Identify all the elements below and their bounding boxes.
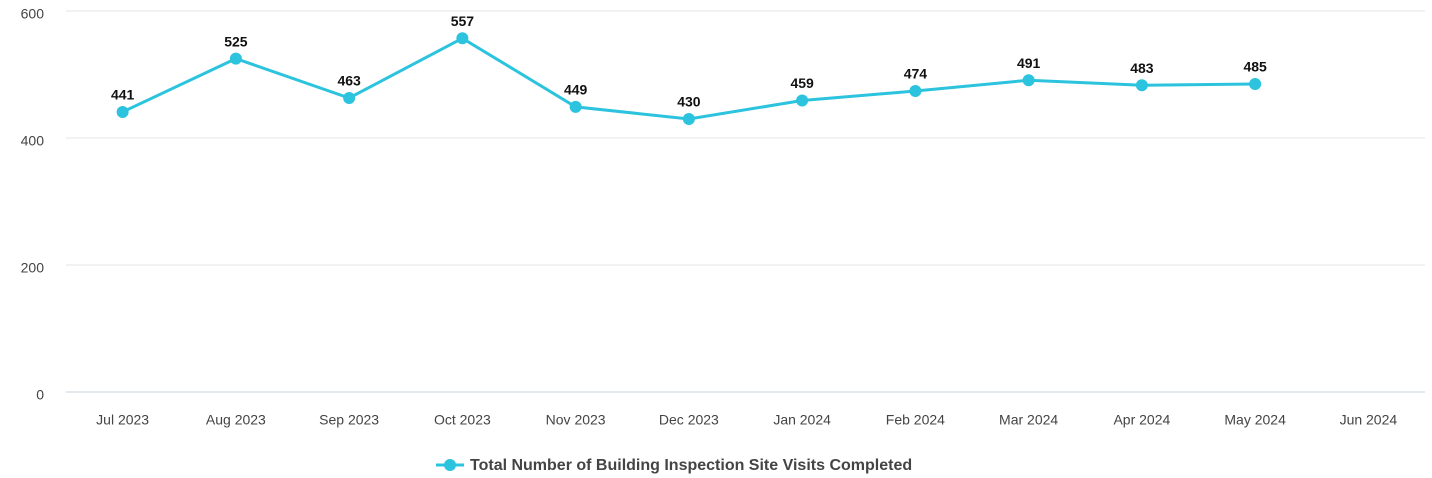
data-point xyxy=(343,91,356,104)
data-point xyxy=(1022,74,1035,87)
data-point xyxy=(1135,79,1148,92)
x-tick-label: Dec 2023 xyxy=(659,412,719,428)
data-label: 430 xyxy=(677,94,701,110)
data-point xyxy=(682,112,695,125)
x-tick-label: Oct 2023 xyxy=(434,412,491,428)
y-tick-label: 600 xyxy=(21,6,45,22)
data-label: 485 xyxy=(1243,59,1267,75)
data-point xyxy=(909,85,922,98)
data-label: 441 xyxy=(111,87,135,103)
data-label: 463 xyxy=(337,73,361,89)
data-label: 557 xyxy=(451,13,475,29)
x-tick-label: Sep 2023 xyxy=(319,412,379,428)
data-point xyxy=(116,105,129,118)
x-tick-label: Nov 2023 xyxy=(546,412,606,428)
legend-marker xyxy=(444,459,456,471)
x-tick-label: Jan 2024 xyxy=(773,412,831,428)
x-tick-label: Mar 2024 xyxy=(999,412,1058,428)
data-point xyxy=(1249,78,1262,91)
x-tick-label: Aug 2023 xyxy=(206,412,266,428)
x-tick-label: May 2024 xyxy=(1224,412,1286,428)
data-point xyxy=(229,52,242,65)
x-tick-label: Jun 2024 xyxy=(1340,412,1398,428)
data-label: 525 xyxy=(224,33,248,49)
y-tick-label: 0 xyxy=(36,387,44,403)
data-label: 483 xyxy=(1130,60,1154,76)
data-label: 449 xyxy=(564,82,588,98)
y-tick-label: 200 xyxy=(21,260,45,276)
data-label: 459 xyxy=(790,75,814,91)
legend-label: Total Number of Building Inspection Site… xyxy=(470,457,912,474)
x-tick-label: Jul 2023 xyxy=(96,412,149,428)
x-tick-label: Apr 2024 xyxy=(1113,412,1170,428)
y-tick-label: 400 xyxy=(21,133,45,149)
data-point xyxy=(569,100,582,113)
x-tick-label: Feb 2024 xyxy=(886,412,945,428)
data-point xyxy=(796,94,809,107)
data-label: 491 xyxy=(1017,55,1041,71)
data-point xyxy=(456,32,469,45)
data-label: 474 xyxy=(904,66,928,82)
